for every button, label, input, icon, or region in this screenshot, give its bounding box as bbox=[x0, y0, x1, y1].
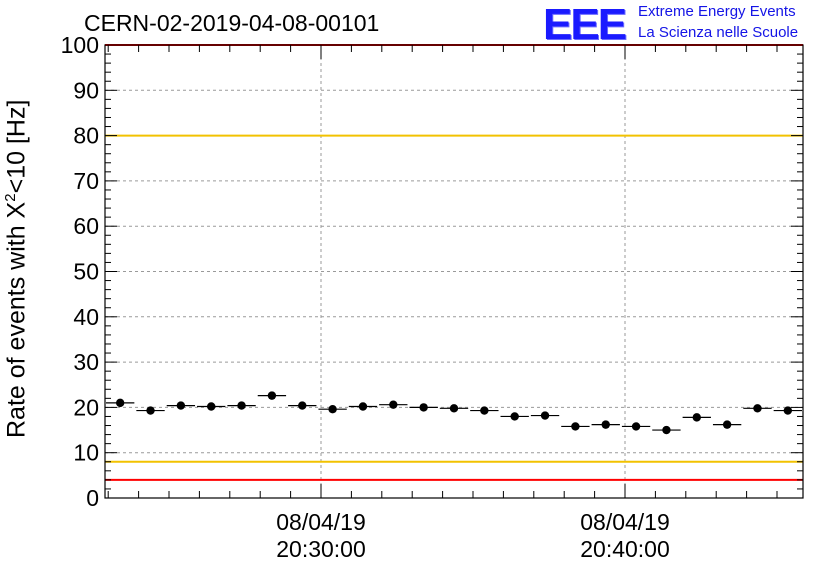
data-point bbox=[480, 406, 489, 415]
data-point bbox=[328, 405, 337, 414]
data-point bbox=[237, 401, 246, 410]
chart-title: CERN-02-2019-04-08-00101 bbox=[84, 10, 380, 36]
data-point bbox=[753, 404, 762, 413]
data-point bbox=[207, 402, 216, 411]
data-point bbox=[419, 403, 428, 412]
y-tick-label: 40 bbox=[73, 304, 99, 330]
y-tick-label: 60 bbox=[73, 213, 99, 239]
data-points bbox=[106, 391, 802, 435]
x-tick-label-time: 20:30:00 bbox=[276, 536, 366, 562]
data-point bbox=[298, 401, 307, 410]
data-point bbox=[571, 422, 580, 431]
data-point bbox=[176, 401, 186, 410]
data-point bbox=[267, 391, 277, 400]
x-tick-label-date: 08/04/19 bbox=[580, 509, 670, 535]
data-point bbox=[722, 420, 732, 429]
data-point bbox=[510, 412, 519, 421]
y-tick-label: 100 bbox=[61, 32, 99, 58]
data-point bbox=[692, 413, 701, 422]
data-point bbox=[358, 402, 368, 411]
y-tick-label: 30 bbox=[73, 349, 99, 375]
data-point bbox=[601, 420, 610, 429]
y-tick-label: 10 bbox=[73, 440, 99, 466]
y-tick-label: 20 bbox=[73, 394, 99, 420]
data-point bbox=[146, 406, 155, 415]
eee-logo: EEE bbox=[543, 0, 627, 49]
axis-ticks bbox=[105, 44, 803, 499]
data-point bbox=[389, 400, 398, 409]
y-tick-label: 70 bbox=[73, 168, 99, 194]
data-point bbox=[783, 406, 793, 415]
x-tick-label-time: 20:40:00 bbox=[580, 536, 670, 562]
data-point bbox=[540, 411, 550, 420]
data-point bbox=[662, 425, 671, 435]
y-tick-label: 0 bbox=[86, 485, 99, 511]
y-tick-label: 50 bbox=[73, 259, 99, 285]
grid-layer bbox=[105, 45, 803, 498]
data-point bbox=[115, 398, 125, 408]
tick-labels: 010203040506070809010008/04/1920:30:0008… bbox=[61, 32, 670, 562]
y-tick-label: 90 bbox=[73, 77, 99, 103]
data-point bbox=[449, 404, 459, 413]
logo-line-2: La Scienza nelle Scuole bbox=[638, 24, 799, 41]
y-tick-label: 80 bbox=[73, 123, 99, 149]
logo-line-1: Extreme Energy Events bbox=[638, 3, 796, 20]
data-point bbox=[631, 422, 641, 431]
x-tick-label-date: 08/04/19 bbox=[276, 509, 366, 535]
